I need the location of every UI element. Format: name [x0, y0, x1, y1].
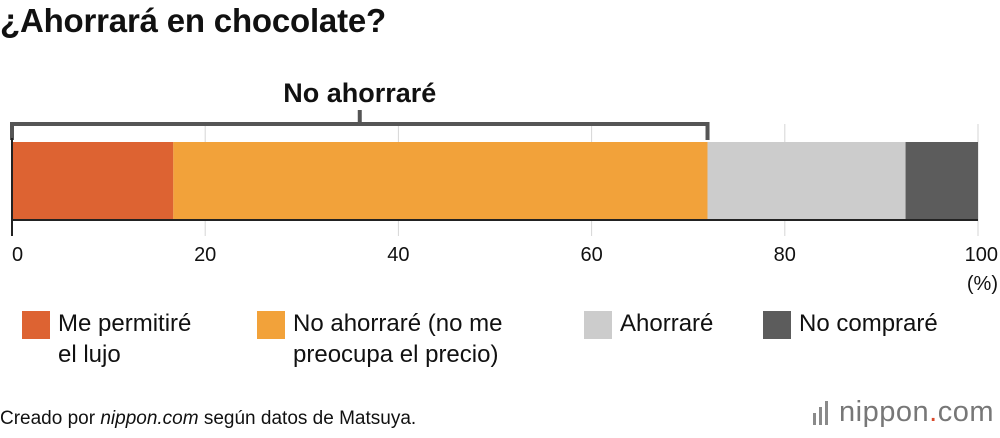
- legend-label: Ahorraré: [620, 310, 714, 337]
- tick-label: 100: [965, 244, 998, 266]
- nippon-logo: nippon. com: [813, 396, 994, 429]
- tick-label: 80: [774, 244, 796, 266]
- legend-label: Me permitiré el lujo: [58, 310, 192, 368]
- bracket: No ahorraré: [10, 78, 710, 140]
- legend-swatch: [22, 311, 50, 339]
- bar-segment: [707, 142, 906, 220]
- stacked-bar-chart: No ahorraré 0 20 40 60 80 100 (%): [10, 78, 998, 295]
- tick-label: 40: [387, 244, 409, 266]
- legend-item-no-comprare: No compraré: [763, 308, 938, 339]
- tick-label: 60: [580, 244, 602, 266]
- logo-name: nippon: [839, 396, 930, 428]
- bracket-line: [10, 122, 710, 140]
- tick-label: 0: [12, 244, 23, 266]
- legend-label: No compraré: [799, 310, 938, 337]
- bar-segment: [12, 142, 174, 220]
- legend-swatch: [257, 311, 285, 339]
- legend-swatch: [584, 311, 612, 339]
- bar-segment: [173, 142, 708, 220]
- legend-item-me-permitire: Me permitiré el lujo: [22, 308, 191, 370]
- legend-item-no-ahorrare: No ahorraré (no me preocupa el precio): [257, 308, 502, 370]
- unit-label: (%): [967, 273, 998, 295]
- legend-item-ahorrare: Ahorraré: [584, 308, 713, 339]
- source-prefix: Creado por: [0, 408, 101, 429]
- legend-label: No ahorraré (no me preocupa el precio): [293, 310, 503, 368]
- logo-tld: com: [937, 396, 994, 428]
- source-note: Creado por nippon.com según datos de Mat…: [0, 408, 416, 430]
- bar-segment: [905, 142, 978, 220]
- x-axis: 0 20 40 60 80 100 (%): [11, 138, 998, 295]
- legend: Me permitiré el lujo No ahorraré (no me …: [0, 308, 1000, 378]
- legend-swatch: [763, 311, 791, 339]
- tick-label: 20: [194, 244, 216, 266]
- bracket-label: No ahorraré: [283, 78, 436, 108]
- logo-dot: .: [929, 396, 938, 428]
- logo-bars-icon: [813, 400, 831, 425]
- source-site: nippon.com: [100, 408, 199, 429]
- source-suffix: según datos de Matsuya.: [198, 408, 417, 429]
- chart-title: ¿Ahorrará en chocolate?: [0, 2, 386, 39]
- bar-segments: [12, 142, 978, 220]
